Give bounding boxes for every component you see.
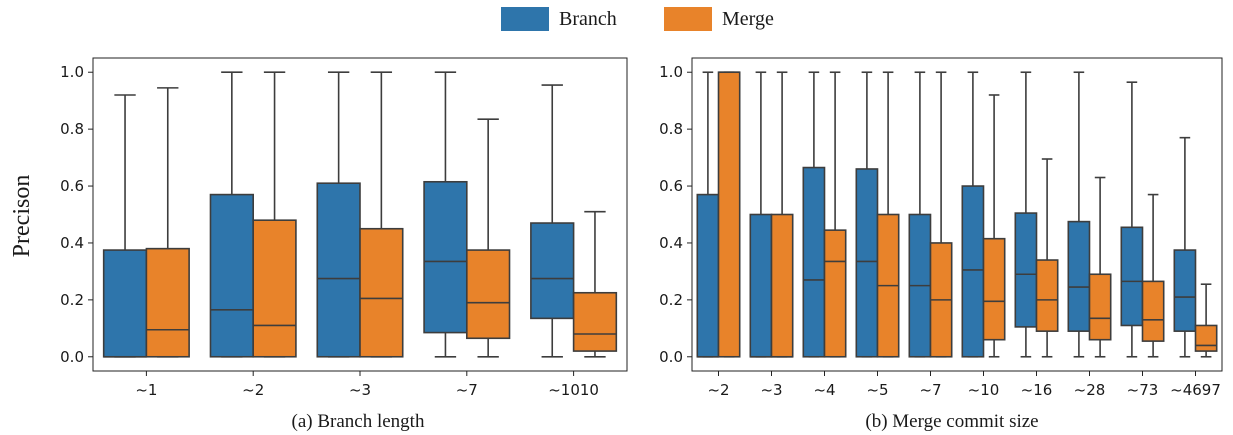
x-tick-label: ~1010 (548, 381, 599, 399)
box-branch-0 (696, 71, 720, 358)
x-tick-label: ~28 (1074, 381, 1106, 399)
x-tick-label: ~7 (919, 381, 941, 399)
legend-swatch-branch (501, 7, 549, 31)
box-iqr (1194, 324, 1218, 352)
y-tick-label: 0.0 (659, 348, 683, 366)
box-merge-2 (359, 71, 404, 358)
box-branch-3 (423, 71, 468, 358)
x-tick-label: ~5 (866, 381, 888, 399)
box-iqr (423, 180, 468, 334)
y-tick-label: 1.0 (60, 63, 84, 81)
box-iqr (145, 247, 190, 358)
x-tick-label: ~4697 (1170, 381, 1221, 399)
box-branch-2 (316, 71, 361, 358)
box-branch-9 (1173, 136, 1197, 358)
box-merge-3 (465, 118, 511, 358)
x-tick-label: ~10 (968, 381, 1000, 399)
y-tick-label: 1.0 (659, 63, 683, 81)
box-branch-7 (1067, 71, 1091, 358)
y-tick-label: 0.2 (60, 291, 84, 309)
box-iqr (961, 185, 985, 358)
box-iqr (1141, 280, 1165, 342)
y-tick-label: 0.0 (60, 348, 84, 366)
x-tick-label: ~73 (1127, 381, 1159, 399)
box-iqr (749, 213, 773, 358)
legend-label-merge: Merge (722, 8, 774, 30)
panel-b-chart: 0.0 0.2 0.4 0.6 0.8 1.0 ~2 ~3 ~4 ~5 ~7 ~10 ~16 ~28 ~73… (659, 57, 1223, 399)
x-tick-label: ~3 (760, 381, 782, 399)
box-merge-9 (1194, 283, 1218, 358)
x-tick-label: ~16 (1021, 381, 1053, 399)
box-iqr (982, 237, 1006, 341)
box-iqr (1035, 259, 1059, 332)
box-iqr (770, 213, 794, 358)
box-merge-8 (1141, 193, 1165, 358)
y-tick-label: 0.8 (60, 120, 84, 138)
box-iqr (1014, 212, 1038, 328)
box-iqr (1173, 249, 1197, 332)
box-iqr (209, 193, 254, 358)
box-iqr (717, 71, 741, 358)
box-merge-0 (717, 71, 741, 358)
box-branch-5 (961, 71, 985, 358)
box-iqr (802, 166, 826, 358)
box-iqr (252, 219, 297, 358)
box-merge-6 (1035, 158, 1059, 358)
box-iqr (855, 168, 879, 358)
legend: Branch Merge (501, 7, 774, 31)
x-tick-label: ~7 (456, 381, 478, 399)
box-iqr (359, 227, 404, 358)
panel-a-caption: (a) Branch length (292, 411, 425, 432)
box-merge-2 (823, 71, 847, 358)
box-iqr (530, 222, 575, 320)
x-tick-label: ~3 (349, 381, 371, 399)
box-iqr (696, 193, 720, 358)
box-iqr (1120, 226, 1144, 327)
box-branch-4 (530, 84, 575, 358)
box-branch-6 (1014, 71, 1038, 358)
x-tick-label: ~2 (242, 381, 264, 399)
y-tick-label: 0.8 (659, 120, 683, 138)
box-iqr (316, 182, 361, 358)
y-tick-label: 0.4 (659, 234, 683, 252)
box-branch-4 (908, 71, 932, 358)
y-tick-label: 0.6 (60, 177, 84, 195)
box-merge-7 (1088, 176, 1112, 358)
box-iqr (823, 229, 847, 358)
x-tick-label: ~2 (707, 381, 729, 399)
y-tick-label: 0.2 (659, 291, 683, 309)
box-branch-2 (802, 71, 826, 358)
y-tick-label: 0.6 (659, 177, 683, 195)
box-merge-1 (252, 71, 297, 358)
box-branch-3 (855, 71, 879, 358)
x-tick-label: ~4 (813, 381, 835, 399)
y-axis-label: Precison (9, 175, 35, 258)
legend-label-branch: Branch (559, 8, 617, 30)
box-branch-0 (102, 94, 148, 358)
panel-b-caption: (b) Merge commit size (865, 411, 1038, 432)
legend-swatch-merge (664, 7, 712, 31)
box-merge-3 (876, 71, 900, 358)
box-merge-1 (770, 71, 794, 358)
box-branch-1 (209, 71, 254, 358)
box-iqr (102, 249, 148, 358)
y-tick-label: 0.4 (60, 234, 84, 252)
box-branch-8 (1120, 81, 1144, 358)
box-iqr (1088, 273, 1112, 341)
box-merge-0 (145, 87, 190, 358)
plot-frame (691, 57, 1223, 372)
box-iqr (572, 291, 618, 352)
box-merge-4 (572, 210, 618, 358)
box-iqr (465, 249, 511, 340)
box-merge-5 (982, 94, 1006, 358)
x-tick-label: ~1 (135, 381, 157, 399)
panel-a-chart: 0.0 0.2 0.4 0.6 0.8 1.0 ~1 ~2 ~3 ~7 ~1010 (60, 57, 628, 399)
box-iqr (1067, 220, 1091, 332)
box-branch-1 (749, 71, 773, 358)
box-merge-4 (929, 71, 953, 358)
